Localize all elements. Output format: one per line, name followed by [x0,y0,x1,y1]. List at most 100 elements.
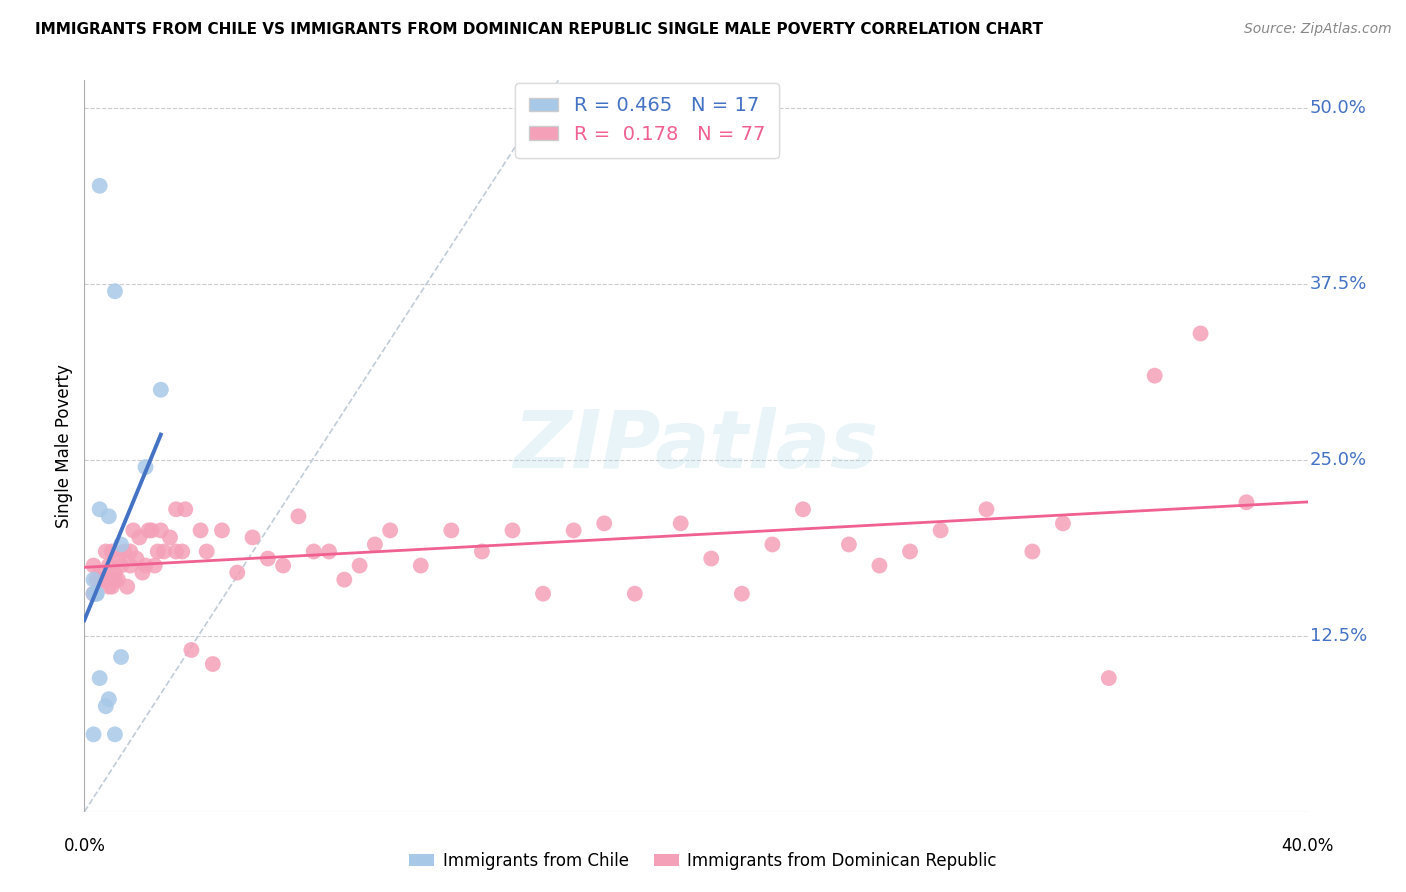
Point [115,580,138,594]
Point [83,587,105,601]
Point [380,524,402,538]
Point [531,587,554,601]
Text: 40.0%: 40.0% [1281,837,1334,855]
Point [141,524,163,538]
Point [97,509,120,524]
Point [107,551,129,566]
Point [1098,671,1121,685]
Point [97,692,120,706]
Point [838,537,860,551]
Point [624,587,647,601]
Text: 25.0%: 25.0% [1310,451,1367,469]
Point [89,573,111,587]
Point [149,383,172,397]
Point [110,537,132,551]
Point [122,524,145,538]
Point [104,727,127,741]
Point [89,502,111,516]
Point [869,558,891,573]
Legend: Immigrants from Chile, Immigrants from Dominican Republic: Immigrants from Chile, Immigrants from D… [402,846,1004,877]
Point [761,537,783,551]
Point [104,566,127,580]
Point [174,502,197,516]
Point [89,178,111,193]
Point [83,558,105,573]
Point [201,657,224,671]
Point [125,551,148,566]
Point [107,573,129,587]
Point [104,573,127,587]
Text: 0.0%: 0.0% [63,837,105,855]
Point [731,587,754,601]
Point [593,516,616,531]
Point [172,544,194,558]
Point [83,573,105,587]
Point [91,573,114,587]
Point [195,544,218,558]
Text: 50.0%: 50.0% [1310,99,1367,118]
Point [257,551,280,566]
Point [165,544,187,558]
Point [1143,368,1166,383]
Point [242,530,264,544]
Point [562,524,585,538]
Point [135,460,157,475]
Text: Source: ZipAtlas.com: Source: ZipAtlas.com [1244,22,1392,37]
Point [86,587,108,601]
Point [146,544,169,558]
Point [440,524,463,538]
Point [1236,495,1258,509]
Point [110,650,132,665]
Point [333,573,356,587]
Point [409,558,432,573]
Point [94,699,117,714]
Point [364,537,387,551]
Text: ZIPatlas: ZIPatlas [513,407,879,485]
Point [302,544,325,558]
Point [94,544,117,558]
Point [83,587,105,601]
Point [1021,544,1043,558]
Point [153,544,176,558]
Point [149,524,172,538]
Point [1189,326,1212,341]
Point [86,573,108,587]
Legend: R = 0.465   N = 17, R =  0.178   N = 77: R = 0.465 N = 17, R = 0.178 N = 77 [516,83,779,158]
Text: 12.5%: 12.5% [1310,627,1367,645]
Point [94,573,117,587]
Point [180,643,202,657]
Point [898,544,921,558]
Text: IMMIGRANTS FROM CHILE VS IMMIGRANTS FROM DOMINICAN REPUBLIC SINGLE MALE POVERTY : IMMIGRANTS FROM CHILE VS IMMIGRANTS FROM… [35,22,1043,37]
Point [976,502,998,516]
Point [86,587,108,601]
Point [211,524,233,538]
Point [792,502,814,516]
Y-axis label: Single Male Poverty: Single Male Poverty [55,364,73,528]
Point [104,285,127,299]
Point [143,558,166,573]
Point [101,580,124,594]
Point [349,558,371,573]
Point [110,558,132,573]
Point [190,524,212,538]
Point [112,544,135,558]
Point [101,544,124,558]
Point [700,551,723,566]
Point [165,502,187,516]
Point [159,530,181,544]
Point [287,509,309,524]
Point [135,558,157,573]
Point [131,566,153,580]
Point [271,558,294,573]
Point [929,524,952,538]
Point [120,544,142,558]
Point [128,530,150,544]
Point [120,558,142,573]
Text: 37.5%: 37.5% [1310,276,1368,293]
Point [502,524,524,538]
Point [83,727,105,741]
Point [89,671,111,685]
Point [97,580,120,594]
Point [471,544,494,558]
Point [669,516,692,531]
